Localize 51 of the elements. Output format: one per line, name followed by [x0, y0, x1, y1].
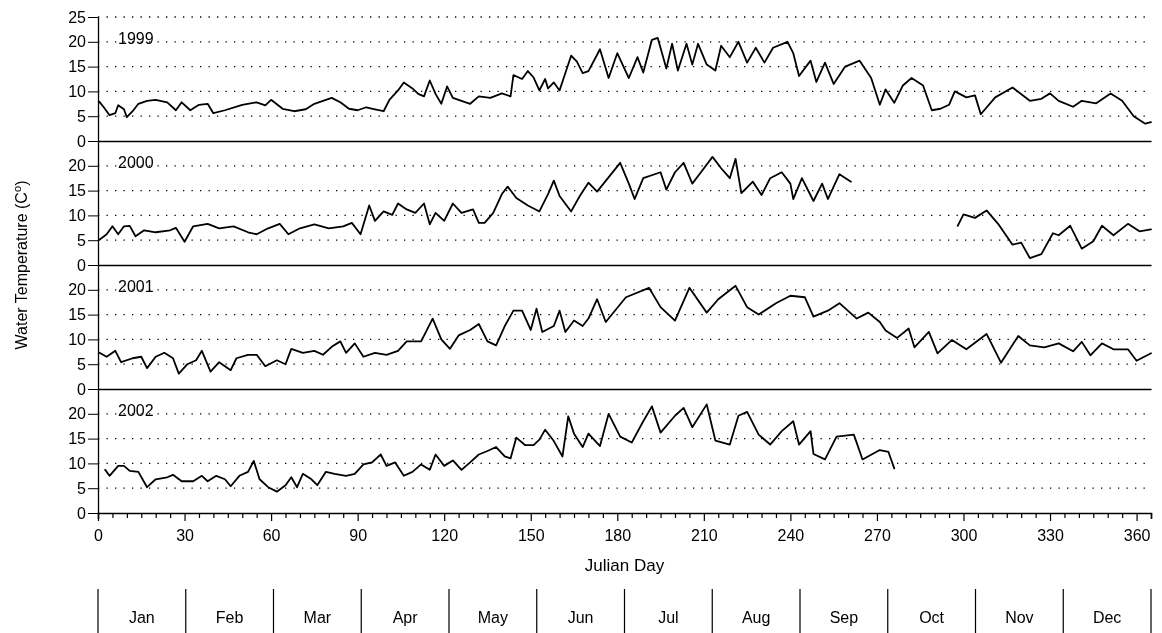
text: 2001: [118, 277, 154, 295]
y-tick-label: 5: [77, 479, 87, 497]
text: Feb: [215, 609, 244, 626]
y-tick-label: 20: [68, 405, 87, 423]
y-tick-label: 5: [77, 355, 87, 373]
x-tick-label: 150: [517, 527, 545, 545]
text: 2002: [118, 401, 154, 419]
y-tick-label: 5: [77, 231, 87, 249]
x-tick-label: 330: [1037, 527, 1064, 545]
text: 2000: [118, 153, 154, 171]
x-tick-label: 90: [349, 527, 368, 545]
x-tick-label: 30: [176, 527, 195, 545]
y-tick-label: 15: [68, 182, 87, 200]
y-tick-label: 0: [77, 256, 87, 274]
text: Aug: [741, 609, 771, 626]
text: May: [477, 609, 508, 626]
y-tick-label: 10: [68, 455, 87, 473]
y-tick-label: 15: [68, 430, 87, 448]
y-tick-label: 15: [68, 58, 87, 76]
x-tick-label: 120: [431, 527, 459, 545]
x-tick-label: 300: [950, 527, 978, 545]
x-axis-title: Julian Day: [584, 556, 665, 575]
y-tick-label: 0: [77, 380, 87, 398]
text: Apr: [392, 609, 419, 626]
y-tick-label: 0: [77, 504, 87, 522]
x-tick-label: 60: [262, 527, 281, 545]
x-tick-label: 0: [94, 527, 104, 545]
text: Sep: [829, 609, 859, 626]
y-tick-label: 20: [68, 157, 87, 175]
y-tick-label: 20: [68, 33, 87, 51]
x-tick-label: 180: [604, 527, 632, 545]
text: Oct: [919, 609, 945, 626]
y-tick-label: 20: [68, 281, 87, 299]
x-tick-label: 210: [690, 527, 718, 545]
y-tick-label: 25: [68, 8, 87, 26]
y-tick-label: 0: [77, 132, 87, 150]
text: 1999: [118, 29, 154, 47]
text: Mar: [303, 609, 332, 626]
text: Jul: [658, 609, 679, 626]
text: Nov: [1005, 609, 1034, 626]
text: Jun: [567, 609, 594, 626]
y-tick-label: 15: [68, 306, 87, 324]
y-tick-label: 10: [68, 83, 87, 101]
x-tick-label: 240: [777, 527, 805, 545]
x-tick-label: 270: [864, 527, 891, 545]
y-tick-label: 5: [77, 107, 87, 125]
y-tick-label: 10: [68, 207, 87, 225]
y-tick-label: 10: [68, 331, 87, 349]
text: Dec: [1092, 609, 1122, 626]
x-tick-label: 360: [1123, 527, 1151, 545]
text: Jan: [128, 609, 155, 626]
